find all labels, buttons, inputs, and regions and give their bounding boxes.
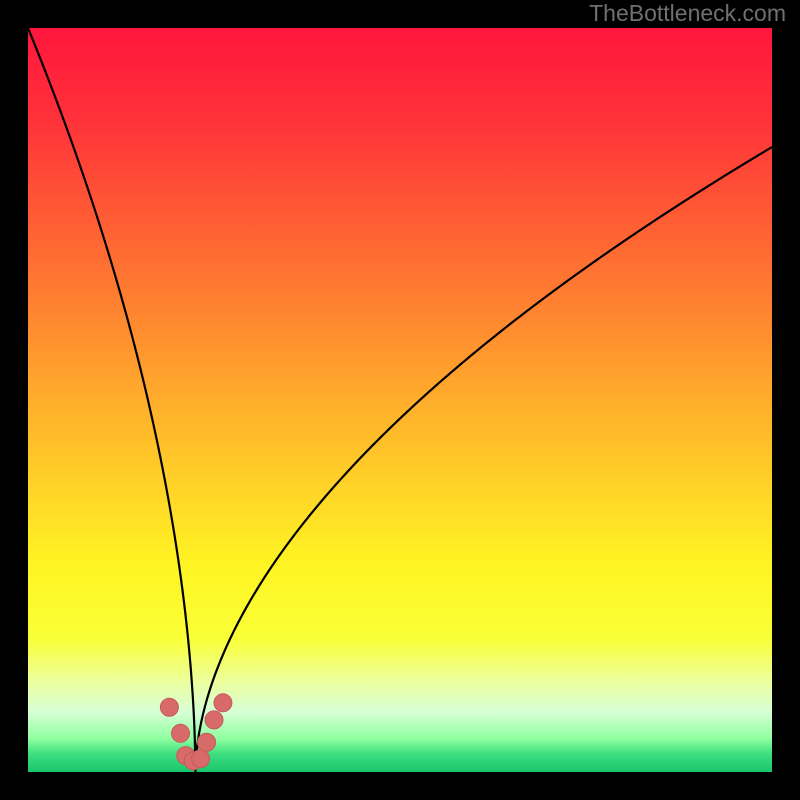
watermark-text: TheBottleneck.com <box>589 0 786 27</box>
data-point <box>205 711 223 729</box>
data-point <box>172 724 190 742</box>
data-point <box>192 750 210 768</box>
data-point <box>214 694 232 712</box>
plot-background <box>28 28 772 772</box>
chart-container: TheBottleneck.com <box>0 0 800 800</box>
data-point <box>198 733 216 751</box>
data-point <box>160 698 178 716</box>
bottleneck-chart <box>0 0 800 800</box>
